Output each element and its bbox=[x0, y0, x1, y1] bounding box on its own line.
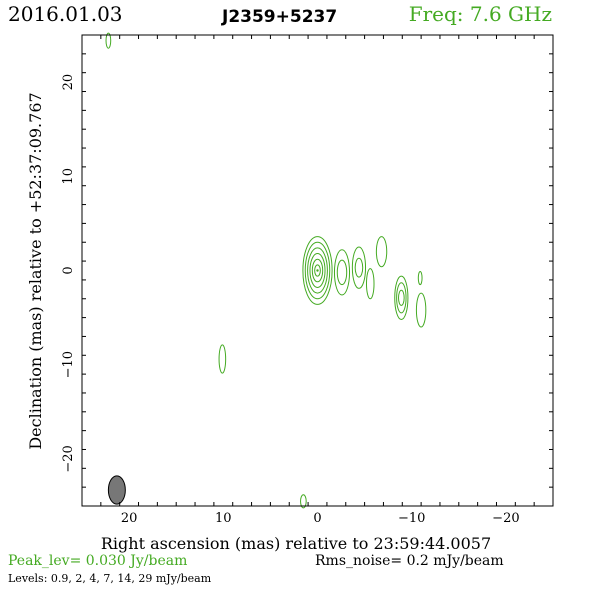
plot-frame bbox=[81, 34, 554, 507]
rms-noise: Rms_noise= 0.2 mJy/beam bbox=[315, 553, 504, 569]
y-tick-label: −20 bbox=[61, 445, 76, 472]
y-tick-label: 0 bbox=[61, 266, 76, 274]
contour-line bbox=[304, 241, 331, 300]
contour-line bbox=[314, 264, 321, 277]
y-tick-label: −10 bbox=[61, 351, 76, 378]
contour-line bbox=[302, 236, 333, 305]
contour-line bbox=[105, 32, 112, 49]
x-tick-label: 10 bbox=[215, 511, 232, 526]
x-tick-label: −20 bbox=[492, 511, 519, 526]
source-name: J2359+5237 bbox=[222, 7, 338, 27]
contour-line bbox=[311, 258, 324, 283]
contour-line bbox=[417, 270, 423, 286]
contour-line bbox=[365, 268, 375, 300]
beam-ellipse bbox=[107, 475, 126, 505]
contour-line bbox=[398, 289, 405, 306]
y-tick-label: 10 bbox=[61, 168, 76, 185]
contour-line bbox=[375, 236, 388, 268]
contour-line bbox=[354, 257, 364, 278]
contour-line bbox=[333, 249, 351, 296]
tick-group: 20 10 0 −10 −20 20 10 0 −10 −20 bbox=[61, 34, 554, 526]
contour-levels: Levels: 0.9, 2, 4, 7, 14, 29 mJy/beam bbox=[8, 572, 212, 585]
x-tick-label: −10 bbox=[398, 511, 425, 526]
x-tick-label: 20 bbox=[121, 511, 138, 526]
contour-line bbox=[336, 259, 348, 286]
contour-line bbox=[394, 275, 409, 320]
contour-line bbox=[307, 247, 328, 294]
y-tick-label: 20 bbox=[61, 74, 76, 91]
contour-line bbox=[300, 494, 307, 509]
contour-line bbox=[309, 253, 326, 288]
contour-line bbox=[415, 292, 427, 328]
peak-level: Peak_lev= 0.030 Jy/beam bbox=[8, 553, 188, 569]
contour-line bbox=[218, 344, 227, 374]
contour-line bbox=[396, 282, 407, 314]
frequency-label: Freq: 7.6 GHz bbox=[408, 2, 552, 26]
observation-date: 2016.01.03 bbox=[8, 2, 123, 26]
x-axis-label: Right ascension (mas) relative to 23:59:… bbox=[101, 534, 491, 553]
contour-group bbox=[105, 32, 427, 509]
x-tick-label: 0 bbox=[313, 511, 321, 526]
peak-marker bbox=[316, 269, 319, 272]
y-axis-label: Declination (mas) relative to +52:37:09.… bbox=[26, 92, 45, 449]
contour-line bbox=[351, 246, 367, 289]
